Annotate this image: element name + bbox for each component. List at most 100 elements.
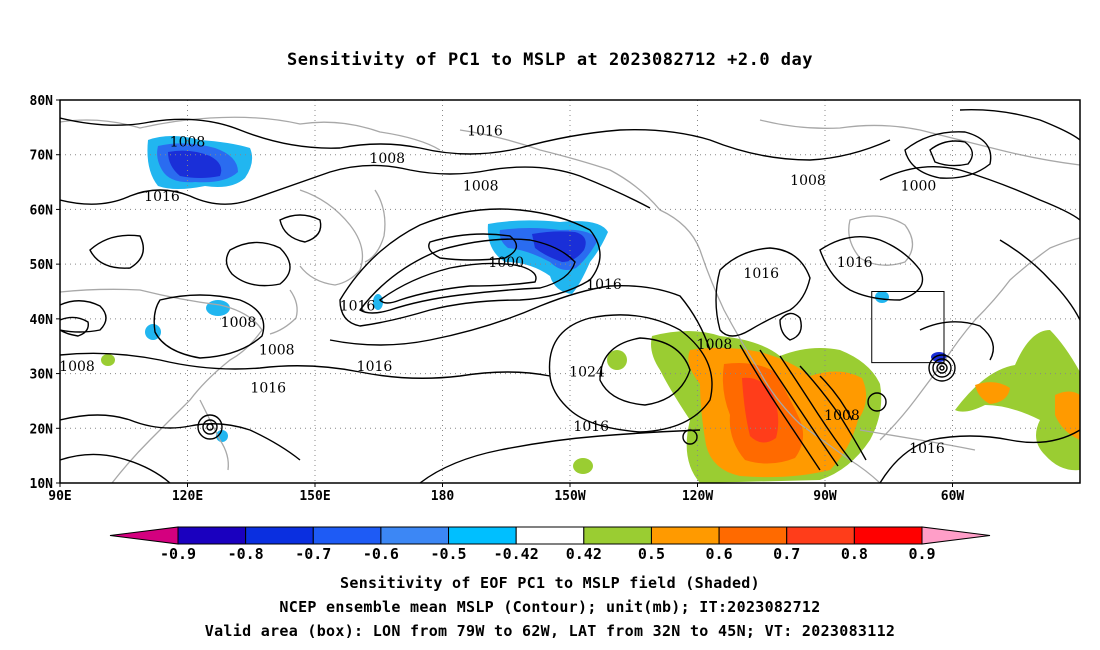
colorbar-label: 0.8	[841, 545, 868, 563]
colorbar-segment	[583, 526, 652, 545]
contour-line	[60, 316, 89, 337]
contour-label: 1008	[221, 315, 257, 331]
contour-label: 1016	[586, 277, 622, 293]
contour-line	[60, 453, 171, 483]
axes: 90E 120E 150E 180 150W 120W 90W 60W 10N 20N 30N 40N…	[30, 94, 965, 504]
contour-line	[904, 131, 992, 179]
lon-tick-label: 150W	[554, 489, 585, 504]
colorbar-segment	[515, 526, 585, 545]
contour-line	[929, 140, 973, 167]
contour-line	[939, 365, 945, 371]
contour-label: 1016	[909, 441, 945, 457]
colorbar-segment	[786, 526, 855, 545]
coastline-bering-alaska	[459, 129, 701, 251]
contour-line	[682, 429, 698, 445]
contour-line	[225, 241, 291, 287]
colorbar-label: -0.42	[494, 545, 539, 563]
shading-green-patch	[101, 354, 115, 366]
coastlines	[60, 116, 1080, 483]
colorbar-label: -0.5	[430, 545, 466, 563]
lat-tick-label: 30N	[30, 368, 54, 383]
colorbar-label: 0.9	[908, 545, 935, 563]
caption-line-1: Sensitivity of EOF PC1 to MSLP field (Sh…	[340, 574, 760, 592]
contour-line	[879, 429, 1080, 483]
lon-tick-label: 180	[431, 489, 455, 504]
colorbar-label: 0.6	[706, 545, 733, 563]
contour-label: 1000	[901, 178, 937, 194]
contour-label: 1016	[144, 189, 180, 205]
shading-green-atlantic	[955, 330, 1080, 471]
coastline-arctic-canada	[759, 119, 1080, 166]
colorbar-segment	[650, 526, 720, 545]
colorbar-label: 0.7	[773, 545, 800, 563]
shading-blue-siberia-dark	[168, 150, 222, 178]
lat-tick-label: 70N	[30, 149, 54, 164]
coastline-hudson-bay	[848, 215, 914, 266]
contour-label: 1008	[259, 342, 295, 358]
colorbar-segment	[177, 526, 247, 545]
contour-line	[819, 235, 924, 301]
gridlines	[60, 100, 1080, 483]
contour-label: 1016	[357, 359, 393, 375]
lat-tick-label: 20N	[30, 422, 54, 437]
contour-line	[202, 419, 218, 435]
colorbar-label: -0.8	[228, 545, 264, 563]
contour-line	[799, 365, 867, 461]
contour-label: 1008	[697, 337, 733, 353]
colorbar-label: 0.42	[566, 545, 602, 563]
contour-line	[599, 337, 691, 406]
contour-line	[759, 349, 839, 467]
colorbar-end-left	[109, 526, 179, 545]
coastline-caribbean	[859, 429, 976, 451]
colorbar-segment	[448, 526, 517, 545]
contour-label: 1008	[463, 178, 499, 194]
contour-label: 1024	[569, 364, 605, 380]
colorbar-label: -0.7	[295, 545, 331, 563]
shading-orange-atlantic	[1055, 391, 1080, 440]
contour-label: 1000	[488, 255, 524, 271]
contour-line	[60, 300, 107, 333]
contour-label: 1008	[369, 151, 405, 167]
shading-blue-patch	[875, 291, 889, 303]
lon-tick-label: 60W	[941, 489, 965, 504]
colorbar-segment	[245, 526, 314, 545]
contour-line	[60, 352, 551, 379]
contour-label: 1008	[790, 173, 826, 189]
contour-line	[548, 314, 713, 433]
lon-tick-label: 120E	[172, 489, 203, 504]
contour-label: 1016	[467, 124, 503, 140]
contour-line	[153, 294, 265, 359]
contour-line	[959, 109, 1080, 141]
lat-tick-label: 10N	[30, 477, 54, 492]
coastline-japan	[269, 289, 298, 335]
contour-line	[279, 214, 322, 243]
contour-label: 1016	[837, 255, 873, 271]
valid-area-box	[871, 291, 945, 364]
contour-label: 1016	[250, 381, 286, 397]
contour-line	[919, 321, 994, 361]
shading-green-patch	[573, 458, 593, 474]
coastline-east-asia	[60, 288, 263, 483]
colorbar-segment	[312, 526, 382, 545]
colorbar-label: -0.6	[363, 545, 399, 563]
contour-label: 1016	[743, 266, 779, 282]
lon-tick-label: 90W	[813, 489, 837, 504]
coastline-north-america-east	[879, 237, 1080, 441]
contour-line	[60, 414, 301, 461]
contour-label: 1008	[170, 135, 206, 151]
lat-tick-label: 50N	[30, 258, 54, 273]
shading-green-patch	[607, 350, 627, 370]
contour-line	[739, 344, 821, 471]
contour-line	[867, 392, 887, 412]
contour-label: 1008	[59, 359, 95, 375]
contour-line	[206, 423, 214, 431]
mslp-contours	[60, 109, 1080, 483]
contour-line	[999, 239, 1080, 321]
coastline-philippines	[199, 399, 229, 471]
coastline-kamchatka	[364, 189, 386, 263]
colorbar-end-right	[921, 526, 991, 545]
contour-line	[779, 312, 802, 341]
colorbar-segment	[380, 526, 450, 545]
shading-blue-patch	[206, 300, 230, 316]
lat-tick-label: 80N	[30, 94, 54, 109]
